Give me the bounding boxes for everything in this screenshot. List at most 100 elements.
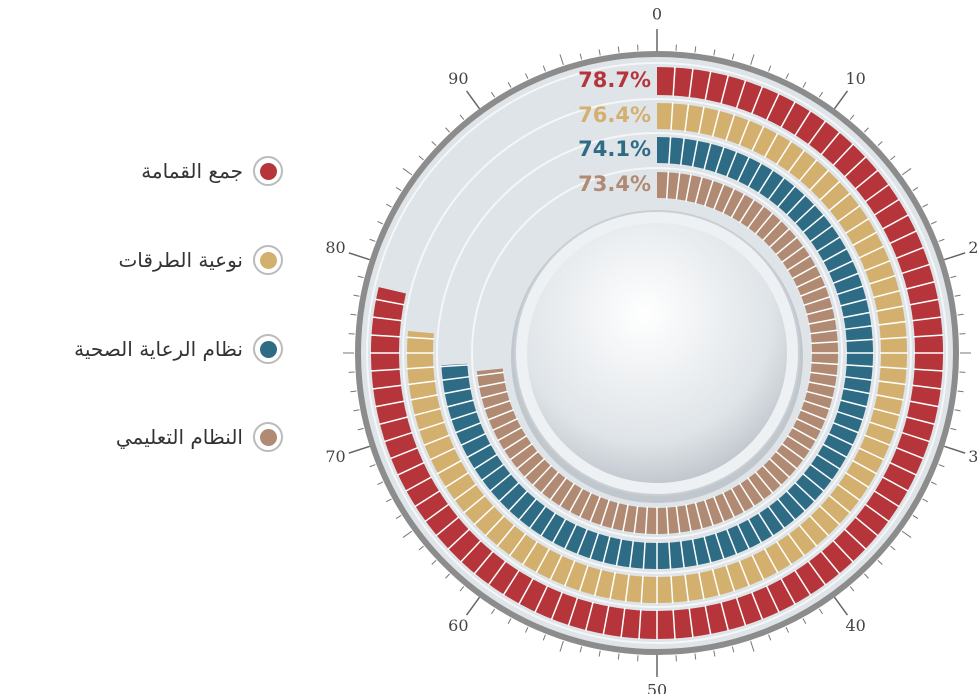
segment-divider (703, 499, 714, 527)
segment-divider (828, 192, 851, 212)
segment-divider (440, 364, 469, 368)
segment-divider (688, 68, 694, 99)
segment-divider (761, 219, 783, 242)
segment-divider (558, 482, 576, 508)
minor-tick (377, 220, 384, 225)
segment-divider (794, 569, 812, 596)
segment-divider (602, 535, 611, 564)
segment-divider (872, 407, 901, 417)
legend-label: نظام الرعاية الصحية (74, 337, 243, 361)
minor-tick (445, 573, 450, 579)
segment-divider (873, 198, 900, 216)
segment-divider (868, 421, 896, 432)
minor-tick (950, 427, 957, 431)
minor-tick (350, 313, 357, 316)
segment-divider (444, 471, 470, 489)
segment-divider (786, 434, 812, 452)
segment-divider (787, 532, 806, 557)
segment-divider (864, 434, 891, 447)
segment-divider (889, 230, 918, 245)
legend-item: نظام الرعاية الصحية (74, 334, 283, 364)
segment-divider (508, 532, 527, 557)
minor-tick (802, 618, 807, 625)
tick-label: 40 (845, 616, 865, 635)
segment-divider (842, 311, 871, 319)
major-tick (348, 252, 371, 261)
segment-divider (844, 217, 870, 235)
segment-divider (780, 101, 796, 129)
segment-divider (370, 334, 401, 338)
segment-divider (781, 442, 805, 461)
segment-divider (864, 503, 890, 523)
segment-divider (684, 103, 690, 132)
segment-divider (549, 554, 563, 581)
segment-divider (551, 518, 567, 544)
segment-divider (481, 463, 505, 482)
minor-tick (418, 155, 424, 161)
legend-color (259, 251, 277, 269)
segment-divider (836, 410, 864, 421)
segment-divider (383, 431, 413, 443)
segment-divider (446, 399, 475, 408)
segment-divider (780, 577, 796, 605)
segment-divider (644, 506, 649, 535)
segment-divider (854, 169, 879, 190)
minor-tick (431, 560, 437, 565)
value-label: 78.7% (578, 68, 651, 92)
minor-tick (491, 91, 496, 98)
minor-tick (579, 53, 583, 60)
segment-divider (721, 492, 736, 518)
segment-divider (805, 307, 834, 316)
segment-divider (730, 193, 746, 219)
segment-divider (389, 446, 419, 460)
minor-tick (491, 608, 496, 615)
segment-divider (414, 490, 441, 508)
minor-tick (598, 49, 601, 56)
radial-bar (407, 103, 907, 603)
segment-divider (785, 490, 807, 512)
major-tick (943, 445, 966, 454)
segment-divider (767, 177, 786, 201)
outer-rim (355, 51, 959, 655)
radial-bar (476, 172, 838, 534)
segment-divider (535, 548, 551, 574)
segment-divider (757, 169, 774, 194)
tick-label: 70 (325, 447, 345, 466)
segment-divider (822, 443, 848, 459)
segment-divider (704, 70, 712, 101)
segment-divider (791, 264, 817, 280)
segment-divider (809, 515, 830, 537)
segment-divider (905, 416, 936, 426)
minor-tick (785, 626, 790, 633)
tick-label: 0 (652, 5, 662, 24)
segment-divider (633, 505, 639, 534)
segment-divider (518, 577, 534, 605)
segment-divider (670, 575, 674, 604)
minor-tick (431, 141, 437, 146)
segment-divider (691, 538, 699, 567)
major-tick (348, 445, 371, 454)
segment-divider (808, 381, 836, 388)
segment-divider (396, 461, 425, 476)
minor-tick (877, 560, 883, 565)
minor-tick (890, 545, 896, 551)
segment-divider (720, 601, 730, 632)
legend-color (259, 162, 277, 180)
segment-divider (423, 434, 450, 447)
segment-divider (751, 125, 765, 152)
minor-tick (768, 634, 772, 641)
segment-divider (518, 498, 538, 521)
segment-divider (694, 501, 703, 530)
segment-divider (832, 421, 860, 434)
segment-divider (668, 136, 672, 165)
minor-tick (579, 646, 583, 653)
segment-divider (787, 149, 806, 174)
minor-tick (912, 187, 919, 192)
segment-divider (480, 390, 509, 399)
segment-divider (611, 501, 620, 530)
segment-divider (638, 609, 642, 640)
segment-divider (679, 137, 685, 166)
segment-divider (714, 532, 725, 560)
segment-divider (750, 85, 764, 115)
